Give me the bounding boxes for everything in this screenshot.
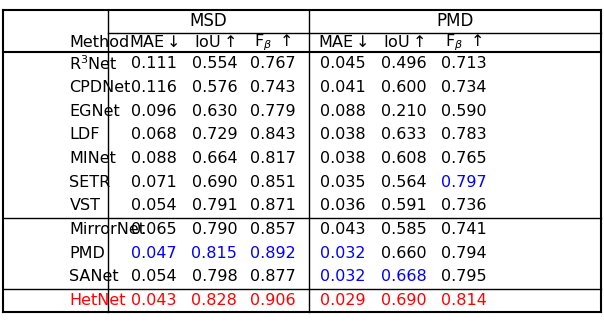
Text: 0.729: 0.729: [191, 127, 237, 142]
Text: 0.794: 0.794: [441, 246, 487, 260]
Text: 0.828: 0.828: [191, 293, 237, 308]
Text: F$_\beta$ $\uparrow$: F$_\beta$ $\uparrow$: [445, 32, 483, 53]
Text: MirrorNet: MirrorNet: [69, 222, 146, 237]
Text: 0.564: 0.564: [381, 175, 426, 190]
Text: 0.660: 0.660: [381, 246, 426, 260]
Text: 0.047: 0.047: [131, 246, 177, 260]
Text: IoU$\uparrow$: IoU$\uparrow$: [383, 34, 424, 51]
Text: 0.029: 0.029: [320, 293, 366, 308]
Text: 0.815: 0.815: [191, 246, 237, 260]
Text: 0.116: 0.116: [131, 80, 177, 95]
Text: IoU$\uparrow$: IoU$\uparrow$: [194, 34, 235, 51]
Text: MSD: MSD: [190, 12, 227, 30]
Text: 0.843: 0.843: [250, 127, 296, 142]
Text: 0.590: 0.590: [441, 104, 487, 119]
Text: 0.767: 0.767: [250, 56, 296, 71]
Text: 0.054: 0.054: [131, 269, 177, 284]
Text: 0.892: 0.892: [250, 246, 296, 260]
Text: 0.790: 0.790: [191, 222, 237, 237]
Text: 0.591: 0.591: [381, 198, 426, 213]
Text: 0.096: 0.096: [131, 104, 177, 119]
Text: 0.088: 0.088: [320, 104, 366, 119]
Text: 0.857: 0.857: [250, 222, 296, 237]
Text: 0.496: 0.496: [381, 56, 426, 71]
Text: LDF: LDF: [69, 127, 100, 142]
Text: 0.851: 0.851: [250, 175, 296, 190]
Text: 0.795: 0.795: [441, 269, 487, 284]
Text: 0.065: 0.065: [131, 222, 177, 237]
Text: 0.690: 0.690: [381, 293, 426, 308]
Text: Method: Method: [69, 35, 130, 50]
Text: 0.630: 0.630: [191, 104, 237, 119]
Text: MINet: MINet: [69, 151, 117, 166]
Text: 0.817: 0.817: [250, 151, 296, 166]
Text: SANet: SANet: [69, 269, 119, 284]
Text: 0.608: 0.608: [381, 151, 426, 166]
Text: PMD: PMD: [69, 246, 105, 260]
Text: 0.111: 0.111: [131, 56, 177, 71]
Text: 0.054: 0.054: [131, 198, 177, 213]
Text: R$^3$Net: R$^3$Net: [69, 54, 118, 73]
Text: EGNet: EGNet: [69, 104, 120, 119]
Text: 0.036: 0.036: [320, 198, 366, 213]
Text: 0.791: 0.791: [191, 198, 237, 213]
Text: 0.814: 0.814: [441, 293, 487, 308]
Text: 0.032: 0.032: [320, 246, 366, 260]
Text: 0.906: 0.906: [250, 293, 296, 308]
Text: 0.585: 0.585: [381, 222, 426, 237]
Text: MAE$\downarrow$: MAE$\downarrow$: [318, 34, 368, 51]
Text: 0.043: 0.043: [320, 222, 366, 237]
Text: 0.690: 0.690: [191, 175, 237, 190]
Text: 0.633: 0.633: [381, 127, 426, 142]
Text: 0.713: 0.713: [441, 56, 487, 71]
Text: 0.797: 0.797: [441, 175, 487, 190]
Text: 0.734: 0.734: [441, 80, 487, 95]
Text: 0.038: 0.038: [320, 127, 366, 142]
Text: 0.071: 0.071: [131, 175, 177, 190]
Text: F$_\beta$ $\uparrow$: F$_\beta$ $\uparrow$: [254, 32, 292, 53]
Text: 0.798: 0.798: [191, 269, 237, 284]
Text: 0.765: 0.765: [441, 151, 487, 166]
Text: 0.554: 0.554: [191, 56, 237, 71]
Text: 0.035: 0.035: [320, 175, 366, 190]
Text: 0.088: 0.088: [131, 151, 177, 166]
Text: VST: VST: [69, 198, 100, 213]
Text: 0.576: 0.576: [191, 80, 237, 95]
Text: 0.043: 0.043: [131, 293, 177, 308]
Text: 0.871: 0.871: [250, 198, 296, 213]
Text: 0.664: 0.664: [191, 151, 237, 166]
Text: SETR: SETR: [69, 175, 111, 190]
Text: 0.668: 0.668: [381, 269, 426, 284]
Text: 0.068: 0.068: [131, 127, 177, 142]
Text: MAE$\downarrow$: MAE$\downarrow$: [129, 34, 179, 51]
Text: 0.600: 0.600: [381, 80, 426, 95]
Text: 0.783: 0.783: [441, 127, 487, 142]
Text: 0.779: 0.779: [250, 104, 296, 119]
Text: 0.743: 0.743: [250, 80, 296, 95]
Text: 0.210: 0.210: [381, 104, 426, 119]
Text: 0.045: 0.045: [320, 56, 366, 71]
Text: 0.041: 0.041: [320, 80, 366, 95]
Text: 0.741: 0.741: [441, 222, 487, 237]
Text: 0.877: 0.877: [250, 269, 296, 284]
Text: 0.038: 0.038: [320, 151, 366, 166]
Text: CPDNet: CPDNet: [69, 80, 131, 95]
Text: 0.736: 0.736: [441, 198, 487, 213]
Text: 0.032: 0.032: [320, 269, 366, 284]
Text: PMD: PMD: [437, 12, 474, 30]
Text: HetNet: HetNet: [69, 293, 126, 308]
